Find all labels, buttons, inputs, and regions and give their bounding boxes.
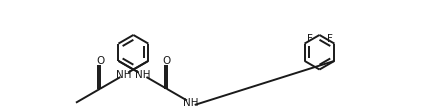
Text: O: O: [162, 56, 170, 66]
Text: O: O: [96, 56, 104, 66]
Text: F: F: [306, 34, 312, 44]
Text: F: F: [326, 34, 331, 44]
Text: NH: NH: [135, 70, 150, 80]
Text: NH: NH: [183, 98, 198, 108]
Text: NH: NH: [116, 70, 132, 80]
